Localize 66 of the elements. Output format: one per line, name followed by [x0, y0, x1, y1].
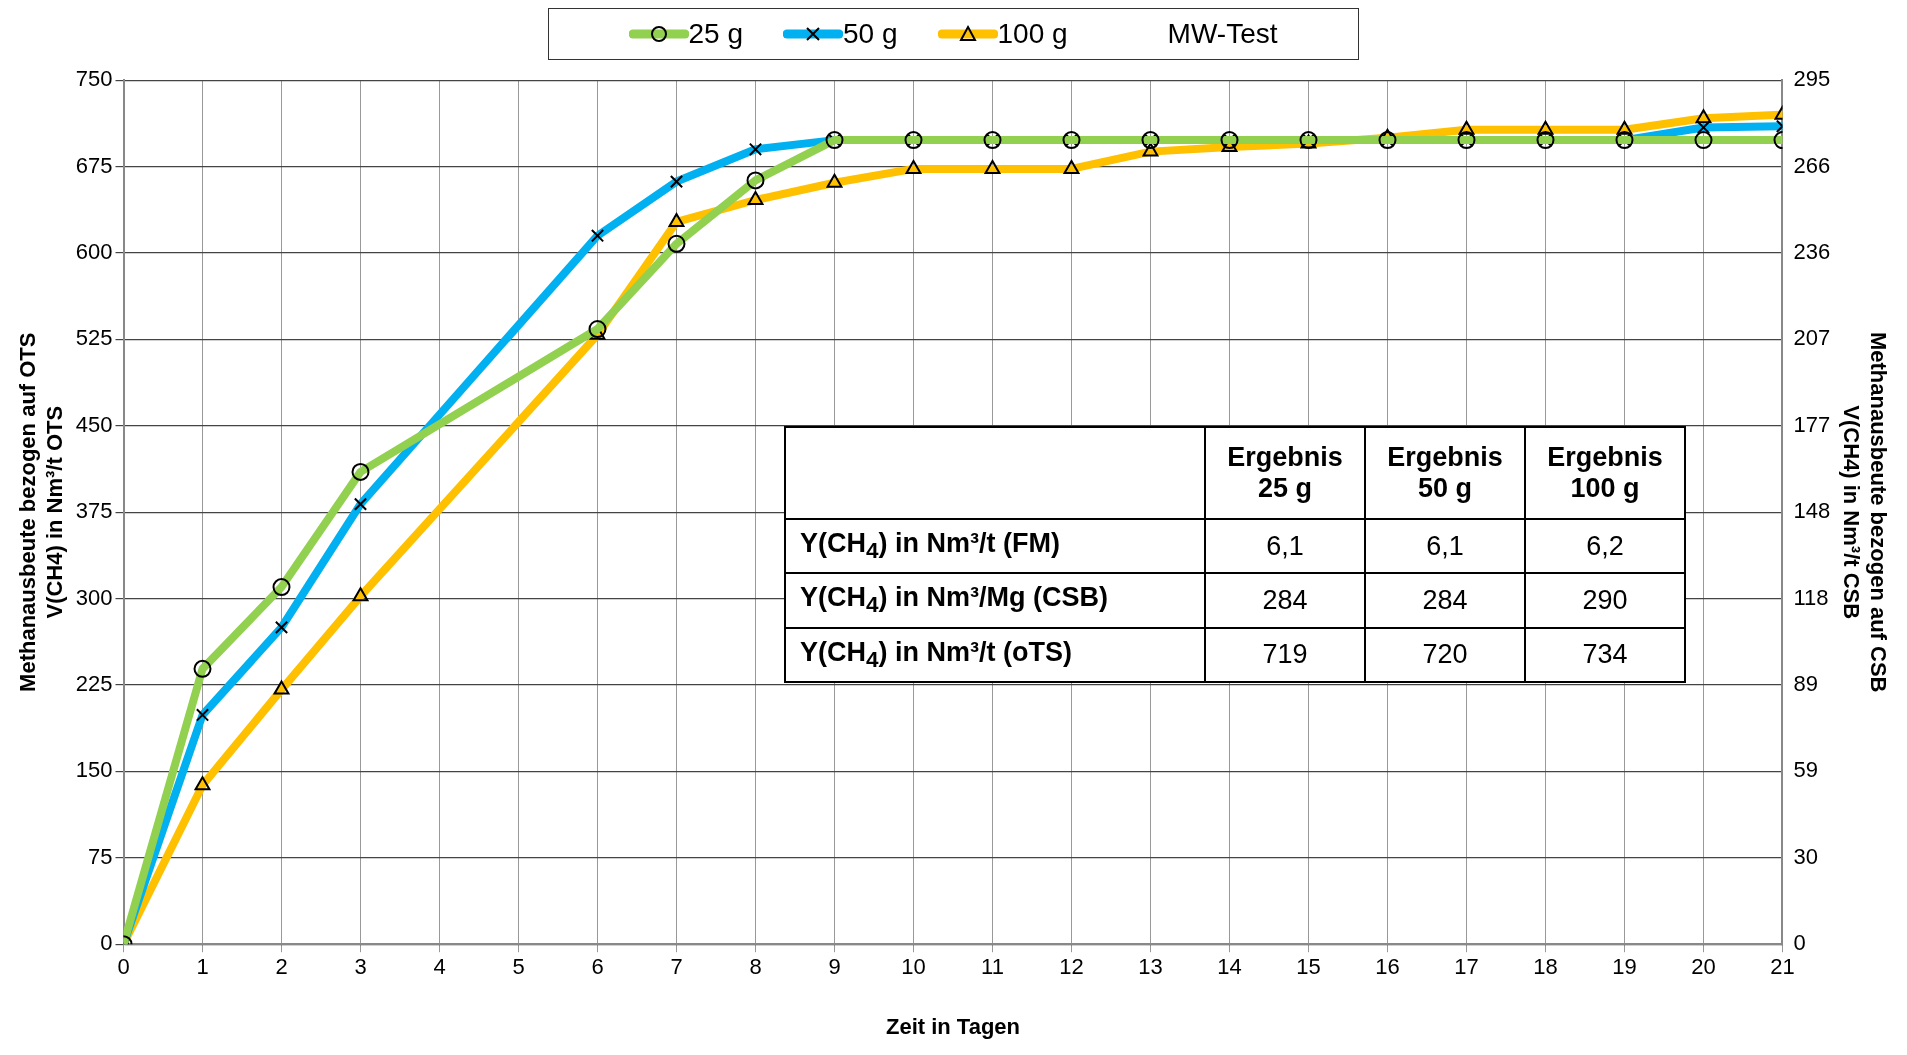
x-tick-label: 19: [1612, 954, 1637, 980]
y2-tick-label: 177: [1793, 411, 1831, 437]
y-axis-title: Methanausbeute bezogen auf OTS V(CH4) in Nm³/t OTS: [15, 332, 67, 692]
annotation: 284: [1365, 573, 1525, 628]
x-tick-label: 9: [828, 954, 841, 980]
y2-tick-label: 30: [1793, 843, 1818, 869]
legend-label: 25 g: [688, 18, 743, 50]
x-tick-label: 12: [1059, 954, 1084, 980]
x-tick-label: 5: [512, 954, 525, 980]
annotation: 720: [1365, 627, 1525, 683]
y2-tick-label: 59: [1793, 757, 1818, 783]
annotation: 284: [1205, 573, 1365, 628]
y-tick-label: 150: [75, 757, 113, 783]
annotation: Ergebnis 50 g: [1365, 427, 1525, 519]
x-tick-label: 11: [981, 954, 1004, 980]
x-tick-label: 0: [117, 954, 130, 980]
x-tick-label: 7: [670, 954, 683, 980]
annotation: Ergebnis 100 g: [1525, 427, 1685, 519]
x-tick-label: 16: [1375, 954, 1400, 980]
y2-tick-label: 266: [1793, 152, 1831, 178]
y2-tick-label: 0: [1793, 930, 1806, 956]
x-tick-label: 8: [749, 954, 762, 980]
annotation: 734: [1525, 627, 1685, 683]
y2-tick-label: 236: [1793, 239, 1831, 265]
annotation: Y(CH$_{4}$) in Nm³/t (oTS): [785, 627, 1205, 683]
y-tick-label: 450: [75, 411, 113, 437]
x-tick-label: 4: [433, 954, 446, 980]
y2-tick-label: 207: [1793, 325, 1831, 351]
x-tick-label: 14: [1217, 954, 1242, 980]
y-tick-label: 750: [75, 66, 113, 92]
y-tick-label: 600: [75, 239, 113, 265]
annotation: 6,2: [1525, 519, 1685, 574]
x-tick-label: 1: [196, 954, 209, 980]
y-tick-label: 300: [75, 584, 113, 610]
annotation: Y(CH$_{4}$) in Nm³/t (FM): [785, 519, 1205, 574]
y2-tick-label: 295: [1793, 66, 1831, 92]
x-tick-label: 18: [1533, 954, 1558, 980]
y-tick-label: 225: [75, 671, 113, 697]
x-tick-label: 15: [1296, 954, 1321, 980]
annotation: Ergebnis 25 g: [1205, 427, 1365, 519]
x-tick-label: 2: [275, 954, 288, 980]
x-tick-label: 21: [1770, 954, 1795, 980]
legend-title: MW-Test: [1167, 18, 1278, 50]
y2-tick-label: 148: [1793, 498, 1831, 524]
y2-axis-title: Methanausbeute bezogen auf CSB V(CH4) in Nm³/t CSB: [1839, 331, 1891, 693]
x-tick-label: 10: [901, 954, 926, 980]
legend-label: 100 g: [997, 18, 1068, 50]
x-axis-title: Zeit in Tagen: [885, 1013, 1021, 1039]
annotation: 719: [1205, 627, 1365, 683]
annotation: Y(CH$_{4}$) in Nm³/Mg (CSB): [785, 573, 1205, 628]
x-tick-label: 20: [1691, 954, 1716, 980]
x-tick-label: 6: [591, 954, 604, 980]
x-tick-label: 3: [354, 954, 367, 980]
y2-tick-label: 118: [1793, 584, 1829, 610]
x-tick-label: 17: [1454, 954, 1479, 980]
legend-label: 50 g: [843, 18, 898, 50]
annotation: 290: [1525, 573, 1685, 628]
y-tick-label: 0: [100, 930, 113, 956]
y-tick-label: 375: [75, 498, 113, 524]
x-tick-label: 13: [1138, 954, 1163, 980]
y-tick-label: 525: [75, 325, 113, 351]
annotation: 6,1: [1205, 519, 1365, 574]
annotation: 6,1: [1365, 519, 1525, 574]
y-tick-label: 75: [88, 843, 113, 869]
y2-tick-label: 89: [1793, 671, 1818, 697]
y-tick-label: 675: [75, 152, 113, 178]
